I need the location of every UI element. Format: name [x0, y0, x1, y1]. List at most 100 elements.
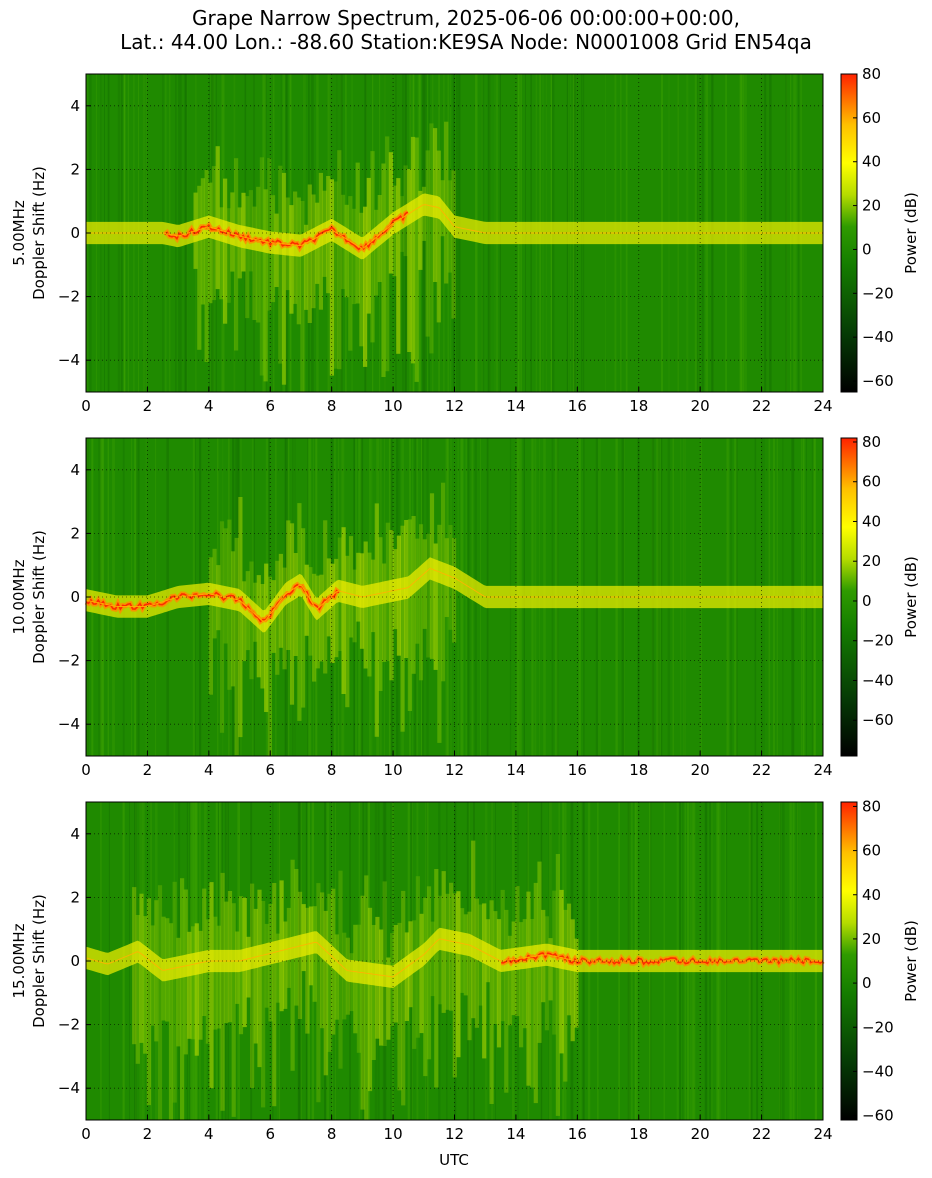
x-tick-label: 0 [81, 1125, 91, 1143]
heatmap-spread [519, 922, 524, 1048]
x-tick-label: 4 [204, 397, 214, 415]
heatmap-spread [263, 189, 268, 382]
x-tick-label: 12 [445, 1125, 464, 1143]
colorbar-tick-label: −60 [862, 1107, 894, 1125]
colorbar-tick-label: 40 [862, 512, 881, 530]
colorbar-tick-label: −60 [862, 711, 894, 729]
x-tick-label: 18 [629, 397, 648, 415]
heatmap-spread [205, 919, 210, 1044]
heatmap-spread [451, 170, 456, 319]
heatmap-spread [345, 555, 350, 708]
heatmap-spread [304, 224, 309, 310]
heatmap-spread [555, 854, 560, 1116]
heatmap-spread [411, 516, 416, 674]
heatmap-spread [334, 558, 339, 658]
y-tick-label: 4 [70, 825, 80, 843]
heatmap-spread [401, 890, 406, 1106]
y-tick-label: 4 [70, 461, 80, 479]
heatmap-spread [423, 897, 428, 1077]
heatmap-spread [400, 525, 405, 732]
x-tick-label: 8 [327, 397, 337, 415]
colorbar-tick-label: 20 [862, 930, 881, 948]
x-tick-label: 20 [691, 761, 710, 779]
heatmap-spread [371, 925, 376, 1060]
colorbar-label: Power (dB) [902, 556, 920, 638]
heatmap-spread [337, 150, 342, 370]
colorbar-tick-label: 80 [862, 433, 881, 451]
x-tick-label: 6 [265, 397, 275, 415]
heatmap-spread [381, 163, 386, 377]
heatmap-spread [414, 137, 419, 382]
x-tick-label: 12 [445, 761, 464, 779]
heatmap-spread [456, 891, 461, 1058]
heatmap-spread [533, 882, 538, 1104]
heatmap-spread [297, 503, 302, 721]
heatmap-spread [426, 886, 432, 1060]
x-tick-label: 16 [568, 1125, 587, 1143]
y-tick-label: −4 [58, 1079, 80, 1097]
x-tick-label: 8 [327, 761, 337, 779]
heatmap-spread [374, 503, 379, 737]
y-axis-label-doppler: Doppler Shift (Hz) [30, 894, 48, 1028]
y-tick-label: −4 [58, 351, 80, 369]
heatmap-spread [315, 575, 320, 669]
heatmap-spread [180, 878, 185, 1120]
heatmap-spread [157, 885, 163, 1120]
heatmap-striation [426, 438, 429, 756]
carrier-line [85, 567, 823, 622]
y-axis-label-doppler: Doppler Shift (Hz) [30, 166, 48, 300]
heatmap-spread [250, 883, 255, 1088]
heatmap-spread [355, 162, 360, 304]
x-tick-label: 16 [568, 397, 587, 415]
heatmap-spread [234, 158, 239, 351]
colorbar-tick-label: −20 [862, 1018, 894, 1036]
heatmap-spread [213, 916, 218, 1030]
heatmap-spread [452, 893, 457, 1078]
heatmap-spread [489, 900, 494, 1104]
heatmap-striation [404, 74, 407, 392]
heatmap-spread [234, 537, 239, 756]
heatmap-spread [418, 524, 424, 681]
x-tick-label: 2 [143, 397, 153, 415]
heatmap-spread [382, 881, 387, 1046]
heatmap-striation [268, 438, 270, 756]
x-tick-label: 22 [752, 761, 771, 779]
heatmap-striation [446, 438, 449, 756]
heatmap-striation [383, 802, 386, 1120]
colorbar [840, 801, 858, 1121]
heatmap-striation [358, 802, 361, 1120]
heatmap-spread [308, 567, 313, 656]
x-tick-label: 24 [813, 1125, 832, 1143]
heatmap-spread [146, 898, 151, 1106]
colorbar-tick-label: −40 [862, 328, 894, 346]
heatmap-striation [412, 74, 415, 392]
heatmap-striation [447, 74, 450, 392]
heatmap-spread [429, 123, 434, 354]
heatmap-spread [319, 574, 324, 662]
heatmap-spread [191, 926, 196, 1040]
heatmap-spread [253, 908, 258, 1044]
heatmap-striation [402, 74, 405, 392]
carrier-trace [85, 583, 340, 623]
y-tick-label: 0 [70, 588, 80, 606]
heatmap-striation [468, 802, 469, 1120]
chart-title: Grape Narrow Spectrum, 2025-06-06 00:00:… [0, 6, 932, 54]
heatmap-striation [300, 802, 302, 1120]
heatmap-spread [194, 923, 199, 1056]
x-tick-label: 24 [813, 761, 832, 779]
heatmap-spread [312, 573, 317, 682]
heatmap-striation [427, 74, 428, 392]
heatmap-striation [438, 74, 440, 392]
heatmap-spread [307, 184, 312, 323]
heatmap-striation [392, 802, 394, 1120]
heatmap-spread [216, 925, 221, 1029]
heatmap-spread [348, 196, 353, 351]
heatmap-spread [272, 883, 277, 1107]
y-tick-label: −4 [58, 715, 80, 733]
x-tick-label: 18 [629, 1125, 648, 1143]
heatmap-striation [431, 74, 434, 392]
colorbar-tick-label: −40 [862, 671, 894, 689]
colorbar-tick-label: −60 [862, 372, 894, 390]
